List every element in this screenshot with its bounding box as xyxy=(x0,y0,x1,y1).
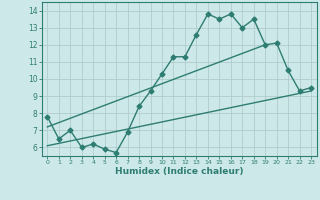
X-axis label: Humidex (Indice chaleur): Humidex (Indice chaleur) xyxy=(115,167,244,176)
